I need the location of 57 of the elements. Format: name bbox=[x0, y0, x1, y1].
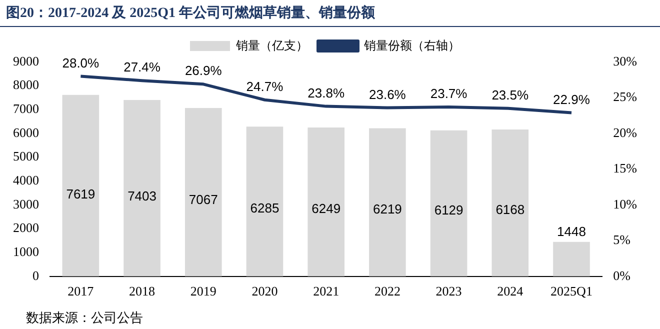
bar bbox=[492, 129, 529, 276]
bar bbox=[62, 94, 100, 276]
y-tick-label: 3000 bbox=[13, 196, 39, 212]
data-label: 7403 bbox=[128, 188, 156, 204]
data-label: 28.0% bbox=[62, 55, 100, 70]
y2-tick-label: 10% bbox=[613, 196, 638, 212]
y-tick-label: 4000 bbox=[13, 172, 39, 188]
data-label: 6219 bbox=[372, 201, 402, 216]
bar bbox=[553, 242, 590, 276]
x-tick-label: 2021 bbox=[313, 284, 340, 299]
y2-tick-label: 20% bbox=[613, 124, 638, 140]
y2-tick-label: 25% bbox=[613, 89, 638, 104]
legend-label: 销量（亿支） bbox=[235, 38, 308, 52]
bar bbox=[246, 126, 284, 276]
data-label: 6129 bbox=[434, 202, 464, 218]
data-label: 1448 bbox=[557, 224, 586, 239]
data-label: 27.4% bbox=[124, 60, 161, 75]
data-label: 26.9% bbox=[184, 63, 222, 78]
y-tick-label: 6000 bbox=[13, 124, 39, 140]
y-tick-label: 8000 bbox=[13, 77, 39, 92]
x-tick-label: 2025Q1 bbox=[550, 284, 592, 299]
y-tick-label: 5000 bbox=[13, 148, 39, 164]
bar bbox=[369, 128, 406, 276]
bar bbox=[308, 128, 344, 276]
y-tick-label: 2000 bbox=[13, 220, 39, 236]
y2-tick-label: 30% bbox=[613, 53, 638, 68]
data-label: 6285 bbox=[250, 200, 280, 216]
y-tick-label: 1000 bbox=[13, 244, 39, 259]
x-tick-label: 2023 bbox=[436, 284, 462, 299]
x-tick-label: 2018 bbox=[129, 284, 156, 299]
y2-tick-label: 15% bbox=[613, 160, 638, 176]
bar bbox=[184, 108, 222, 276]
data-label: 6249 bbox=[312, 200, 341, 216]
x-tick-label: 2020 bbox=[252, 284, 278, 299]
x-tick-label: 2017 bbox=[68, 284, 94, 299]
data-label: 7067 bbox=[188, 192, 218, 208]
bar bbox=[430, 130, 468, 276]
y-tick-label: 7000 bbox=[13, 101, 39, 116]
data-label: 22.9% bbox=[553, 92, 590, 107]
x-tick-label: 2019 bbox=[190, 284, 216, 299]
y-tick-label: 9000 bbox=[13, 53, 39, 68]
legend-label: 销量份额（右轴） bbox=[363, 38, 460, 52]
y-tick-label: 0 bbox=[32, 268, 39, 283]
data-label: 23.5% bbox=[492, 88, 530, 103]
data-label: 23.8% bbox=[308, 85, 345, 100]
data-label: 6168 bbox=[496, 202, 525, 217]
data-label: 23.7% bbox=[430, 86, 468, 102]
source-note: 数据来源：公司公告 bbox=[26, 310, 143, 327]
chart-title: 图20：2017-2024 及 2025Q1 年公司可燃烟草销量、销量份额 bbox=[6, 4, 376, 22]
x-tick-label: 2024 bbox=[497, 284, 524, 299]
y2-tick-label: 0% bbox=[613, 268, 631, 283]
data-label: 7619 bbox=[66, 186, 96, 202]
y2-tick-label: 5% bbox=[613, 232, 631, 248]
x-tick-label: 2022 bbox=[374, 284, 400, 299]
data-label: 24.7% bbox=[246, 78, 284, 94]
data-label: 23.6% bbox=[369, 86, 406, 102]
bar bbox=[124, 100, 160, 276]
